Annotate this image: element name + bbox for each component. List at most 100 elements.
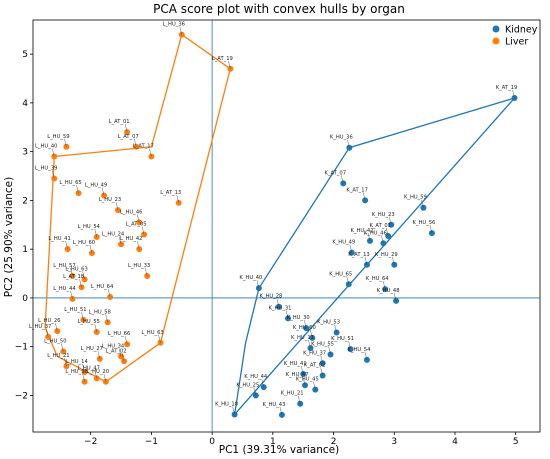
kidney-point-label: K_HU_40 [239,275,262,281]
kidney-point-label: K_HU_48 [377,288,400,294]
liver-point-label: L_HU_40 [35,144,57,150]
liver-label-leader [144,267,148,277]
kidney-label-leader [253,387,257,396]
x-axis-label: PC1 (39.31% variance) [219,444,339,456]
kidney-label-leader [364,351,368,360]
liver-label-leader [97,350,100,359]
x-tick-label: 3 [391,437,397,447]
kidney-label-leader [285,310,289,319]
plot-frame [32,19,541,433]
kidney-point-label: K_HU_10 [215,401,238,407]
liver-point-label: L_HU_60 [73,240,95,246]
liver-point-label: L_AT_18 [63,274,84,280]
liver-label-leader [76,185,79,194]
liver-label-leader [70,290,73,299]
y-tick-label: 5 [22,50,28,60]
kidney-point-label: K_AT_17 [346,187,368,193]
kidney-point-label: K_HU_28 [259,294,282,300]
kidney-legend-label: Kidney [505,25,538,36]
y-axis-label: PC2 (25.90% variance) [3,177,15,297]
liver-label-leader [149,148,152,157]
kidney-point-label: K_AT_13 [348,252,370,258]
kidney-point-label: K_HU_65 [329,271,352,277]
kidney-point-label: K_HU_23 [372,212,395,218]
liver-label-leader [158,334,161,343]
liver-point-label: L_HU_36 [163,22,185,28]
kidney-point-label: K_HU_51 [331,336,354,342]
liver-label-leader [64,358,67,367]
kidney-point-label: K_HU_21 [281,391,304,397]
liver-point [60,348,67,355]
x-tick-label: 4 [452,437,458,447]
liver-label-leader [176,194,179,203]
x-tick-label: 2 [331,437,337,447]
liver-point-label: L_HU_49 [85,183,107,189]
liver-point-label: L_HU_65 [59,180,81,186]
liver-point-label: L_HU_63 [65,266,87,272]
liver-point-label: L_HU_38 [65,369,87,375]
liver-label-leader [61,343,64,352]
liver-point [88,250,95,257]
liver-point-label: L_HU_33 [128,263,150,269]
liver-point-label: L_HU_57 [53,263,75,269]
liver-point-label: L_HU_59 [47,134,69,140]
kidney-point-label: K_HU_42 [351,228,374,234]
liver-label-leader [52,148,55,157]
kidney-label-leader [367,232,371,241]
kidney-label-leader [346,276,349,285]
liver-label-leader [81,311,84,320]
plot-area: K_AT_19 K_HU_36 K_AT_07 K_AT_17 K_HU_59 K_HU_… [29,19,541,433]
y-tick-label: 1 [22,245,28,255]
liver-point-label: L_HU_23 [99,197,121,203]
kidney-label-leader [429,225,433,234]
liver-label-leader [55,323,58,332]
liver-label-leader [64,138,67,147]
liver-label-leader [179,26,182,35]
x-axis-ticks: −2 −1 0 1 2 3 4 5 [84,432,519,447]
y-axis-ticks: −2 −1 0 1 2 3 4 5 [15,50,33,401]
liver-point-label: L_AT_02 [106,348,127,354]
liver-label-leader [101,187,105,196]
liver-legend-marker [492,37,500,45]
liver-point-label: L_HU_20 [87,369,109,375]
kidney-legend-marker [492,25,500,33]
kidney-label-leader [334,324,337,333]
kidney-point-label: K_HU_60 [293,325,316,331]
kidney-label-leader [421,199,424,208]
liver-label-leader [82,363,85,373]
kidney-label-leader [348,341,351,350]
kidney-point-label: K_AT_19 [496,85,518,91]
kidney-point-label: K_HU_41 [284,361,307,367]
x-tick-label: 5 [513,437,519,447]
kidney-point-label: K_HU_30 [287,315,310,321]
liver-point-label: L_HU_64 [91,284,114,290]
liver-label-leader [82,373,85,382]
kidney-point-label: K_HU_46 [364,230,387,236]
x-tick-label: −2 [84,437,97,447]
kidney-point-label: K_HU_44 [244,374,268,380]
liver-label-leader [45,328,49,337]
liver-label-leader [94,323,97,333]
liver-point-label: L_AT_13 [160,190,181,196]
liver-label-leader [137,214,140,223]
liver-label-leader [134,138,137,147]
kidney-label-leader [320,355,323,364]
liver-label-leader [79,279,82,288]
kidney-point-label: K_HU_11 [291,335,314,341]
reference-lines [33,20,540,432]
kidney-label-leader [347,139,350,148]
y-tick-label: −2 [15,391,28,401]
kidney-label-leader [381,235,384,244]
liver-label-leader [70,267,73,277]
liver-point-label: L_HU_24 [102,231,125,237]
liver-label-leader [89,245,93,254]
kidney-point-label: K_HU_36 [330,135,353,141]
liver-point-label: L_HU_44 [53,286,76,292]
kidney-label-leader [304,320,307,329]
kidney-point-label: K_HU_53 [317,320,340,326]
kidney-label-leader [313,381,316,390]
kidney-label-leader [320,367,323,376]
kidney-label-leader [341,175,344,184]
